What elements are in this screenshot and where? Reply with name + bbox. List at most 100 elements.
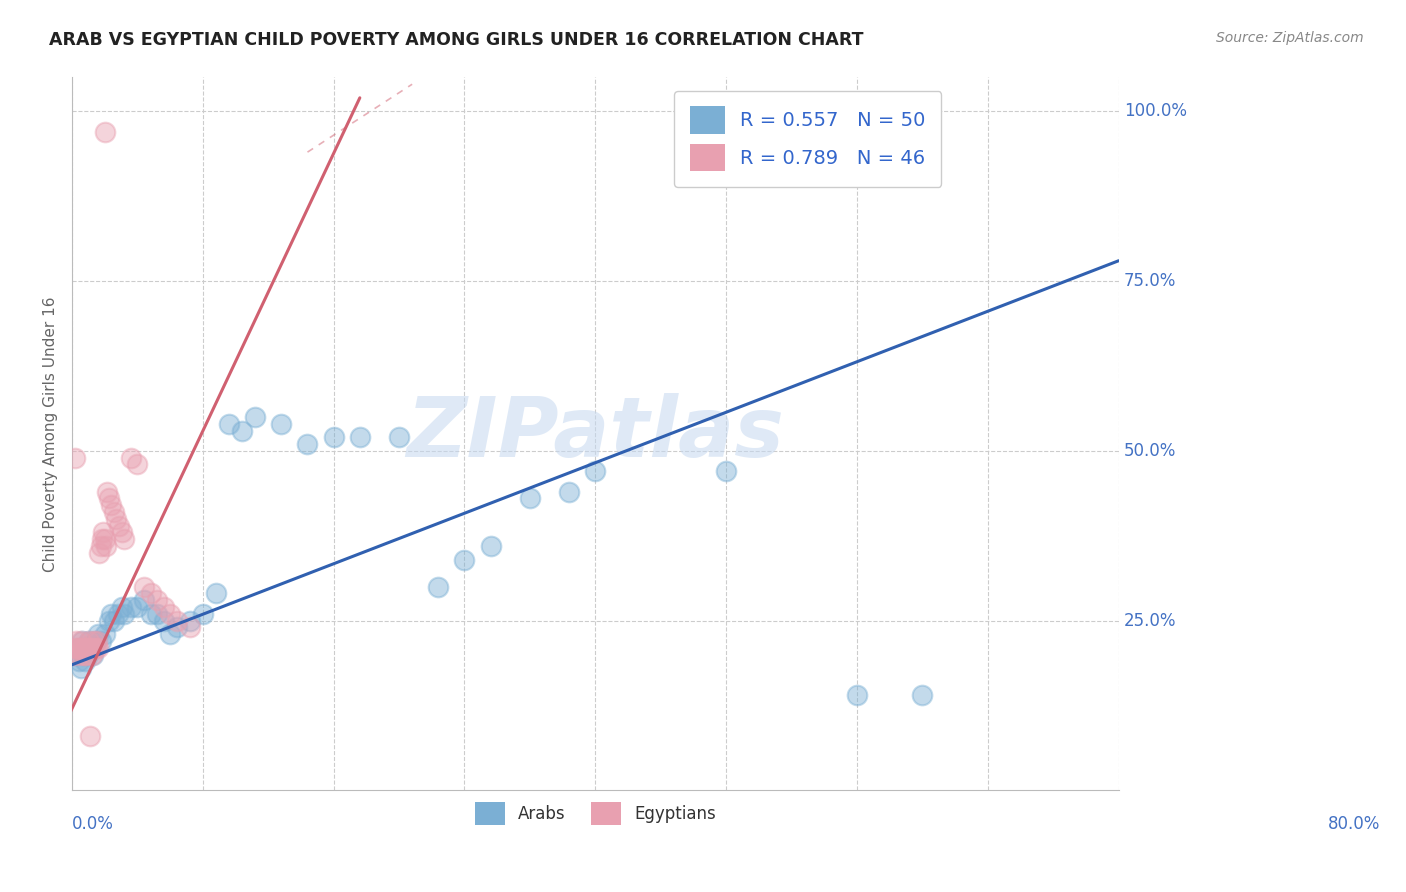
Point xyxy=(100,607,122,621)
Point xyxy=(322,430,344,444)
Point xyxy=(297,437,319,451)
Point xyxy=(75,640,97,655)
Point xyxy=(90,539,112,553)
Point xyxy=(111,600,134,615)
Text: 75.0%: 75.0% xyxy=(1123,272,1177,290)
Point xyxy=(103,505,125,519)
Point xyxy=(127,600,149,615)
Point xyxy=(76,640,98,655)
Point xyxy=(108,518,131,533)
Point xyxy=(96,484,118,499)
Point xyxy=(70,634,93,648)
Text: Source: ZipAtlas.com: Source: ZipAtlas.com xyxy=(1216,31,1364,45)
Point xyxy=(87,640,110,655)
Point xyxy=(179,614,201,628)
Text: 0.0%: 0.0% xyxy=(72,815,114,833)
Point xyxy=(107,607,129,621)
Point xyxy=(77,634,100,648)
Legend: Arabs, Egyptians: Arabs, Egyptians xyxy=(468,795,723,832)
Point xyxy=(84,640,107,655)
Point xyxy=(218,417,240,431)
Point xyxy=(89,546,111,560)
Point xyxy=(75,648,97,662)
Point xyxy=(75,654,97,668)
Point xyxy=(166,620,188,634)
Point xyxy=(132,593,155,607)
Point xyxy=(69,640,91,655)
Point xyxy=(93,532,115,546)
Point xyxy=(127,458,149,472)
Point xyxy=(72,640,94,655)
Point xyxy=(146,593,169,607)
Point xyxy=(139,586,162,600)
Point xyxy=(100,498,122,512)
Point xyxy=(84,634,107,648)
Point xyxy=(70,661,93,675)
Point xyxy=(94,539,117,553)
Point xyxy=(166,614,188,628)
Point xyxy=(112,532,135,546)
Point xyxy=(132,580,155,594)
Point xyxy=(73,648,96,662)
Point xyxy=(179,620,201,634)
Point xyxy=(72,634,94,648)
Point xyxy=(93,627,115,641)
Point xyxy=(205,586,228,600)
Point xyxy=(77,634,100,648)
Text: 100.0%: 100.0% xyxy=(1123,103,1187,120)
Point xyxy=(139,607,162,621)
Point xyxy=(93,125,115,139)
Point xyxy=(91,532,114,546)
Text: ARAB VS EGYPTIAN CHILD POVERTY AMONG GIRLS UNDER 16 CORRELATION CHART: ARAB VS EGYPTIAN CHILD POVERTY AMONG GIR… xyxy=(49,31,863,49)
Point xyxy=(120,600,142,615)
Point xyxy=(911,688,934,702)
Point xyxy=(112,607,135,621)
Point xyxy=(82,640,104,655)
Point xyxy=(714,464,737,478)
Point xyxy=(62,648,84,662)
Point xyxy=(79,640,101,655)
Point xyxy=(79,729,101,743)
Text: ZIPatlas: ZIPatlas xyxy=(406,393,785,475)
Text: 50.0%: 50.0% xyxy=(1123,442,1177,460)
Point xyxy=(845,688,868,702)
Point xyxy=(87,627,110,641)
Point xyxy=(152,600,174,615)
Point xyxy=(80,648,103,662)
Point xyxy=(270,417,292,431)
Point xyxy=(453,552,475,566)
Point xyxy=(97,491,120,506)
Point xyxy=(146,607,169,621)
Text: 25.0%: 25.0% xyxy=(1123,612,1177,630)
Point xyxy=(97,614,120,628)
Point xyxy=(583,464,606,478)
Point xyxy=(65,634,87,648)
Point xyxy=(427,580,450,594)
Point xyxy=(191,607,214,621)
Point xyxy=(519,491,541,506)
Point xyxy=(152,614,174,628)
Point xyxy=(93,525,115,540)
Point xyxy=(76,648,98,662)
Point xyxy=(66,640,89,655)
Point xyxy=(159,627,181,641)
Text: 80.0%: 80.0% xyxy=(1327,815,1381,833)
Point xyxy=(479,539,502,553)
Point xyxy=(159,607,181,621)
Point xyxy=(349,430,371,444)
Point xyxy=(243,409,266,424)
Point xyxy=(67,654,90,668)
Point xyxy=(73,648,96,662)
Point xyxy=(111,525,134,540)
Point xyxy=(388,430,411,444)
Point xyxy=(103,614,125,628)
Point xyxy=(65,648,87,662)
Point xyxy=(67,648,90,662)
Point xyxy=(69,640,91,655)
Point xyxy=(82,648,104,662)
Point xyxy=(80,640,103,655)
Point xyxy=(63,450,86,465)
Point xyxy=(120,450,142,465)
Point xyxy=(75,640,97,655)
Point xyxy=(558,484,581,499)
